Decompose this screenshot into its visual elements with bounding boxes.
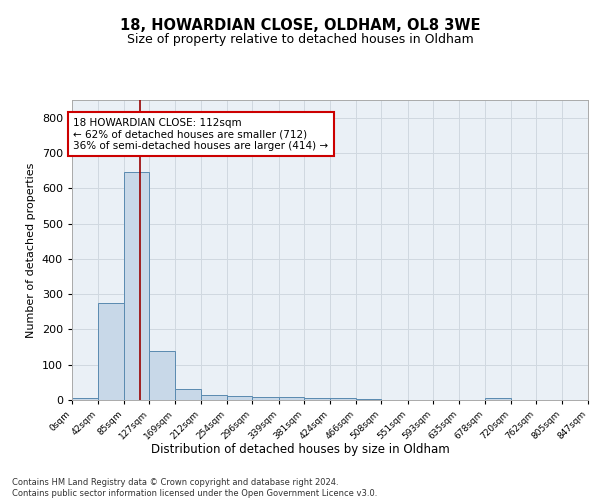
Bar bbox=[253, 397, 278, 400]
Bar bbox=[149, 350, 175, 400]
Bar bbox=[124, 172, 149, 400]
Bar bbox=[331, 398, 356, 400]
Bar bbox=[201, 394, 227, 400]
Text: Contains HM Land Registry data © Crown copyright and database right 2024.
Contai: Contains HM Land Registry data © Crown c… bbox=[12, 478, 377, 498]
Bar bbox=[72, 398, 98, 400]
Bar bbox=[98, 303, 124, 400]
Bar bbox=[485, 398, 511, 400]
Y-axis label: Number of detached properties: Number of detached properties bbox=[26, 162, 36, 338]
Bar bbox=[175, 388, 201, 400]
Text: Size of property relative to detached houses in Oldham: Size of property relative to detached ho… bbox=[127, 32, 473, 46]
Text: 18 HOWARDIAN CLOSE: 112sqm
← 62% of detached houses are smaller (712)
36% of sem: 18 HOWARDIAN CLOSE: 112sqm ← 62% of deta… bbox=[73, 118, 328, 151]
Bar bbox=[356, 398, 382, 400]
Text: Distribution of detached houses by size in Oldham: Distribution of detached houses by size … bbox=[151, 442, 449, 456]
Text: 18, HOWARDIAN CLOSE, OLDHAM, OL8 3WE: 18, HOWARDIAN CLOSE, OLDHAM, OL8 3WE bbox=[120, 18, 480, 32]
Bar bbox=[227, 396, 253, 400]
Bar bbox=[304, 398, 331, 400]
Bar bbox=[278, 397, 304, 400]
